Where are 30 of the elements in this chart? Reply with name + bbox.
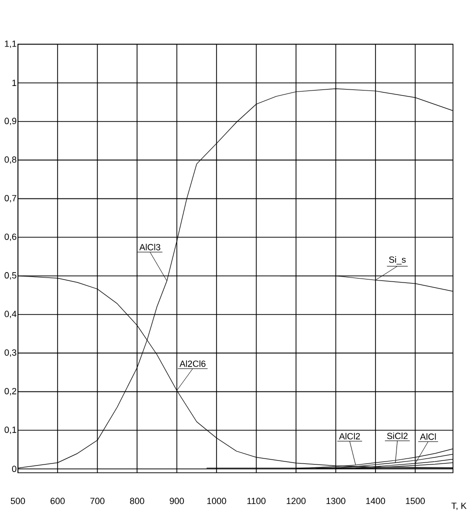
y-tick-label: 0 bbox=[12, 466, 16, 472]
x-tick-label: 1300 bbox=[326, 498, 346, 504]
x-tick-label: 600 bbox=[50, 498, 65, 504]
x-tick-label: 800 bbox=[130, 498, 144, 504]
x-tick-label: 900 bbox=[170, 498, 184, 504]
y-tick-label: 0,2 bbox=[4, 388, 16, 396]
y-tick-label: 0,5 bbox=[4, 272, 16, 280]
x-tick-label: 1000 bbox=[207, 498, 226, 504]
y-tick-label: 1,1 bbox=[5, 40, 16, 48]
series-label: Si_s bbox=[389, 256, 406, 264]
y-tick-label: 0,9 bbox=[4, 118, 16, 126]
x-tick-label: 500 bbox=[10, 498, 26, 504]
y-tick-label: 1 bbox=[12, 80, 16, 86]
x-tick-label: 1200 bbox=[286, 498, 306, 504]
series-label: Al2Cl6 bbox=[180, 360, 206, 367]
y-tick-label: 0,7 bbox=[4, 194, 16, 202]
y-tick-label: 0,3 bbox=[4, 349, 16, 357]
x-tick-label: 1100 bbox=[247, 498, 266, 504]
legend-label: AlCl bbox=[420, 433, 436, 440]
series-label: AlCl3 bbox=[139, 244, 160, 250]
x-tick-label: 700 bbox=[90, 498, 105, 504]
y-tick-label: 0,4 bbox=[4, 310, 17, 318]
y-tick-label: 0,8 bbox=[4, 156, 16, 164]
x-tick-label: 1500 bbox=[406, 498, 425, 504]
y-tick-label: 0,1 bbox=[4, 426, 16, 434]
x-axis-title: T, K bbox=[452, 502, 467, 510]
text: AlCl2 bbox=[339, 432, 360, 440]
text: SiCl2 bbox=[387, 432, 408, 440]
x-tick-label: 1400 bbox=[366, 498, 386, 504]
y-tick-label: 0,6 bbox=[4, 234, 16, 241]
